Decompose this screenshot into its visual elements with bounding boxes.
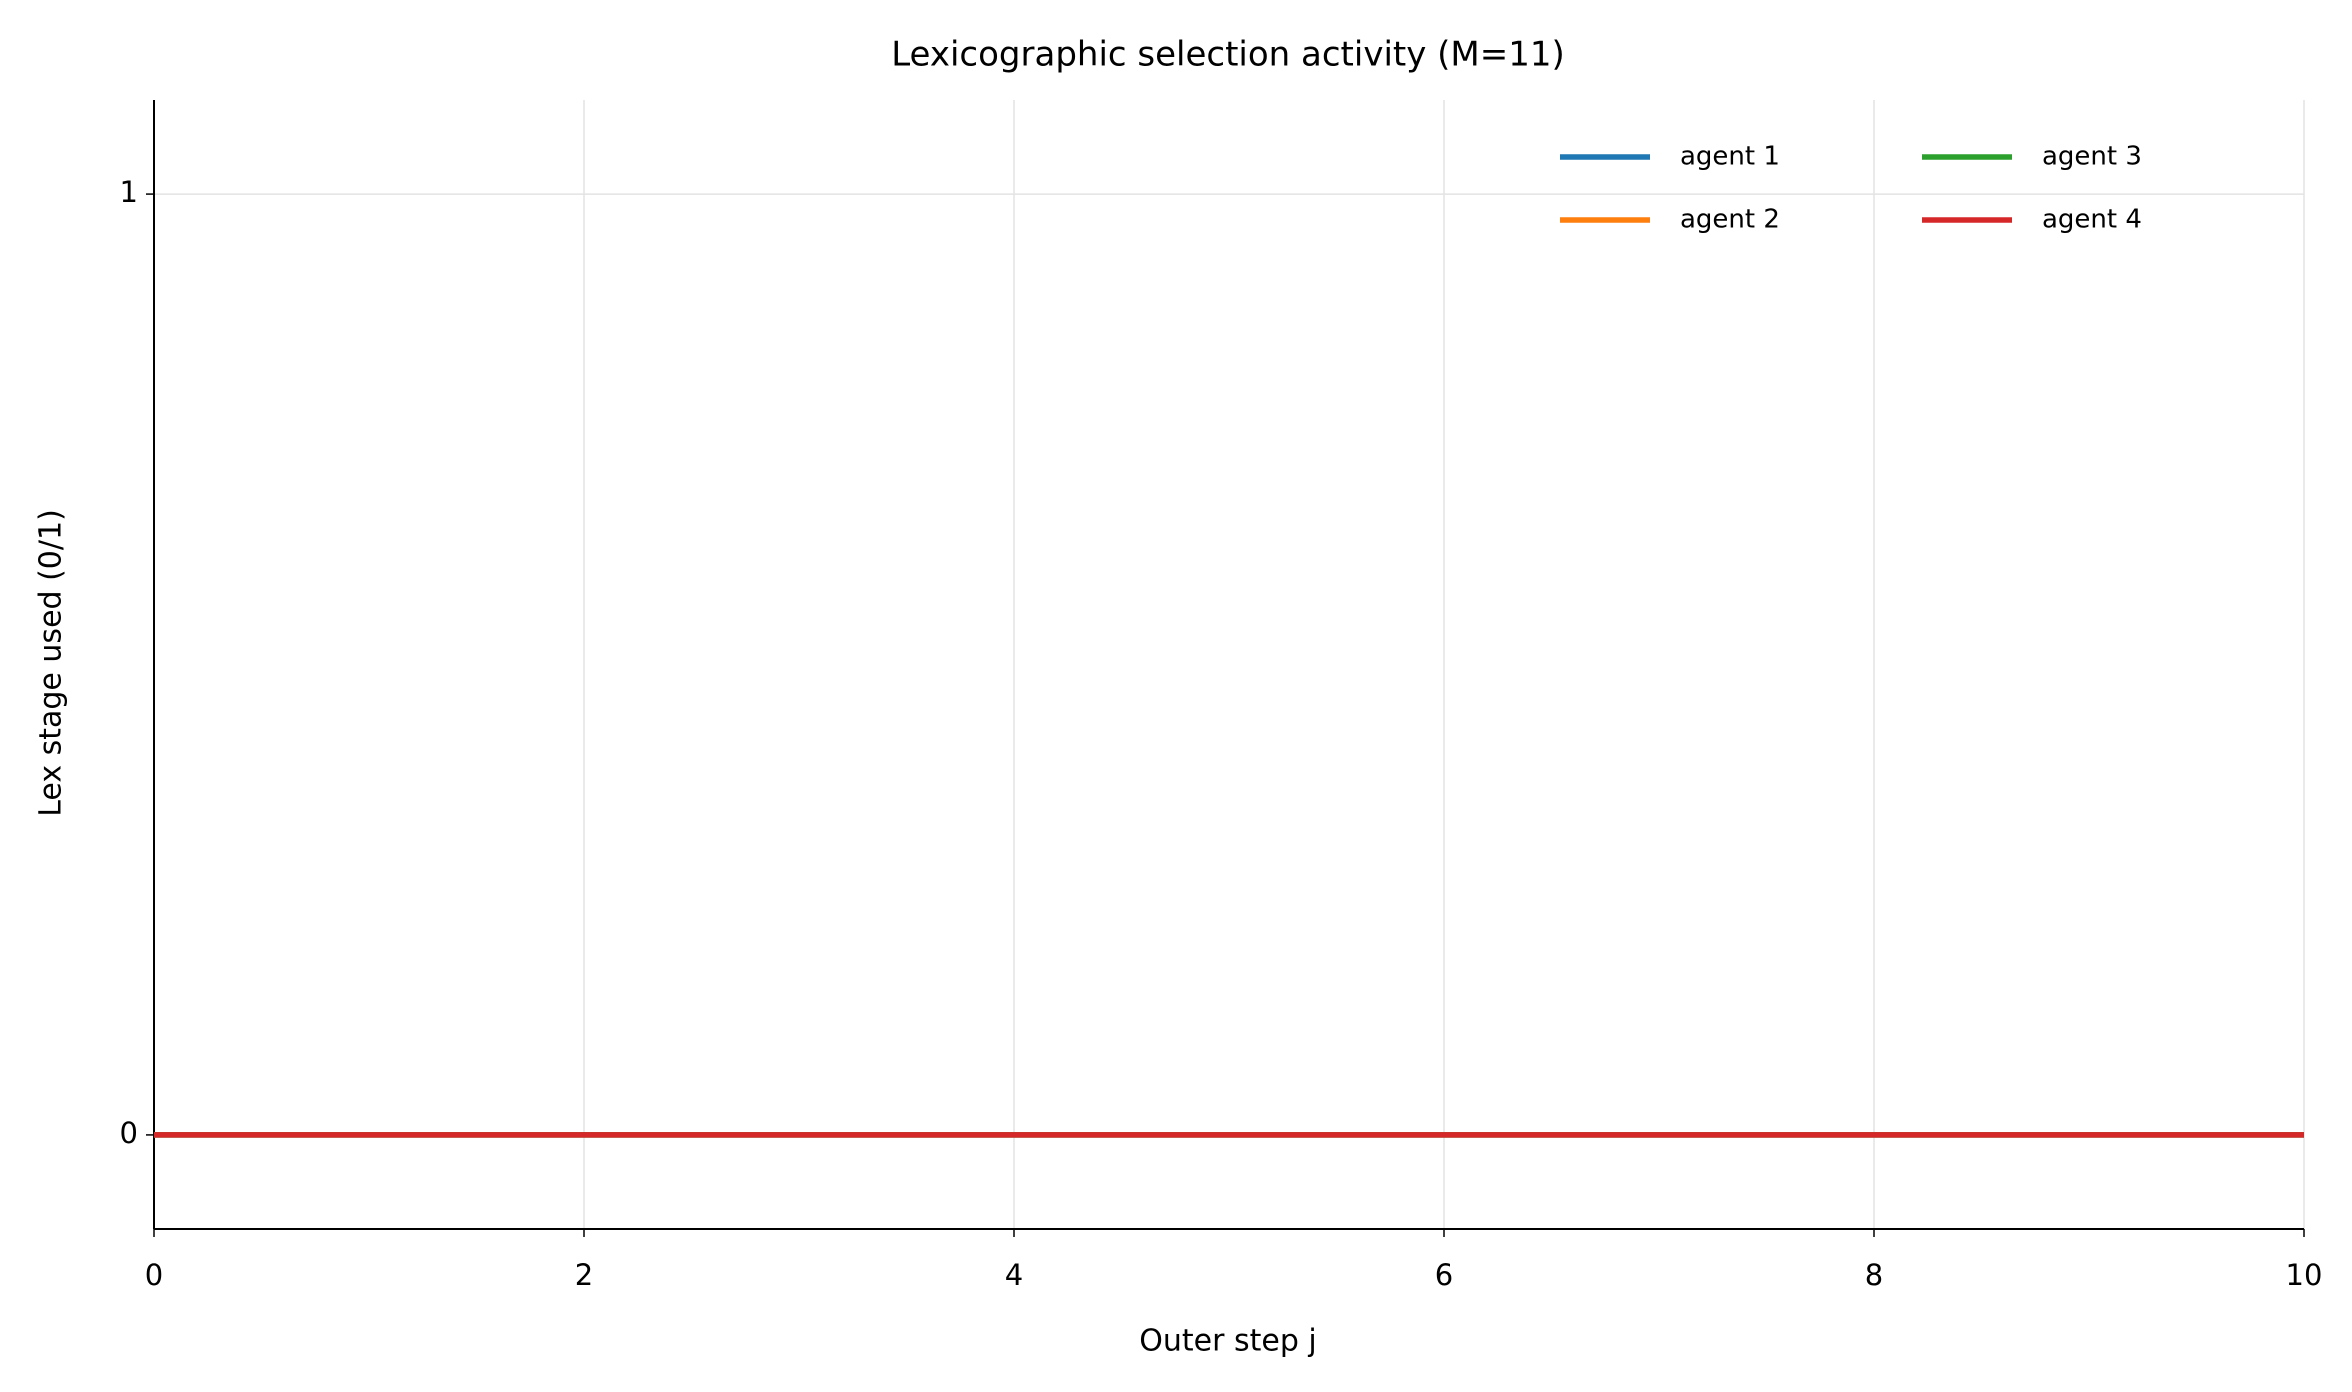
legend-label: agent 2 <box>1680 205 1780 235</box>
chart-title: Lexicographic selection activity (M=11) <box>891 35 1565 75</box>
y-tick-label: 0 <box>120 1116 138 1150</box>
x-tick-label: 4 <box>1005 1258 1023 1292</box>
y-tick-label: 1 <box>120 175 138 209</box>
legend-label: agent 4 <box>2042 205 2142 235</box>
x-tick-label: 2 <box>575 1258 593 1292</box>
x-axis-label: Outer step j <box>1139 1324 1316 1359</box>
y-axis-label: Lex stage used (0/1) <box>34 509 69 817</box>
x-tick-label: 10 <box>2286 1258 2323 1292</box>
x-tick-label: 6 <box>1435 1258 1453 1292</box>
legend-label: agent 1 <box>1680 142 1780 172</box>
x-tick-label: 8 <box>1865 1258 1883 1292</box>
x-tick-label: 0 <box>145 1258 163 1292</box>
legend-label: agent 3 <box>2042 142 2142 172</box>
